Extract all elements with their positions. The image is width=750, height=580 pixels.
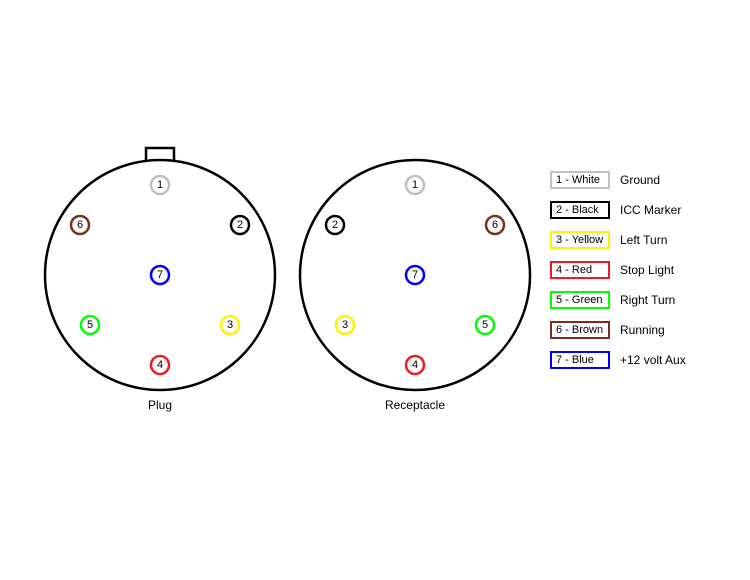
pin-1-circle xyxy=(406,176,424,194)
legend-box-7: 7 - Blue xyxy=(550,351,610,369)
legend: 1 - White Ground 2 - Black ICC Marker 3 - Ye… xyxy=(550,170,686,380)
legend-box-5: 5 - Green xyxy=(550,291,610,309)
pin-4-circle xyxy=(406,356,424,374)
pin-6-circle xyxy=(71,216,89,234)
legend-box-1: 1 - White xyxy=(550,171,610,189)
legend-desc-3: Left Turn xyxy=(620,233,667,247)
legend-row-6: 6 - Brown Running xyxy=(550,320,686,340)
pin-2-circle xyxy=(231,216,249,234)
legend-row-3: 3 - Yellow Left Turn xyxy=(550,230,686,250)
pin-6-circle xyxy=(486,216,504,234)
legend-row-7: 7 - Blue +12 volt Aux xyxy=(550,350,686,370)
legend-box-2: 2 - Black xyxy=(550,201,610,219)
legend-box-4: 4 - Red xyxy=(550,261,610,279)
legend-desc-4: Stop Light xyxy=(620,263,674,277)
pin-4-circle xyxy=(151,356,169,374)
legend-desc-5: Right Turn xyxy=(620,293,675,307)
connector-receptacle: 1234567 xyxy=(280,140,550,410)
legend-row-4: 4 - Red Stop Light xyxy=(550,260,686,280)
pin-3-circle xyxy=(221,316,239,334)
pin-5-circle xyxy=(476,316,494,334)
legend-desc-1: Ground xyxy=(620,173,660,187)
connector-plug: 1234567 xyxy=(25,140,295,410)
legend-row-5: 5 - Green Right Turn xyxy=(550,290,686,310)
pin-7-circle xyxy=(406,266,424,284)
legend-desc-6: Running xyxy=(620,323,665,337)
pin-3-circle xyxy=(336,316,354,334)
pin-1-circle xyxy=(151,176,169,194)
legend-row-1: 1 - White Ground xyxy=(550,170,686,190)
legend-desc-7: +12 volt Aux xyxy=(620,353,686,367)
legend-desc-2: ICC Marker xyxy=(620,203,681,217)
legend-row-2: 2 - Black ICC Marker xyxy=(550,200,686,220)
pin-7-circle xyxy=(151,266,169,284)
pin-2-circle xyxy=(326,216,344,234)
legend-box-6: 6 - Brown xyxy=(550,321,610,339)
connector-label-plug: Plug xyxy=(110,398,210,412)
connector-label-receptacle: Receptacle xyxy=(365,398,465,412)
legend-box-3: 3 - Yellow xyxy=(550,231,610,249)
pin-5-circle xyxy=(81,316,99,334)
